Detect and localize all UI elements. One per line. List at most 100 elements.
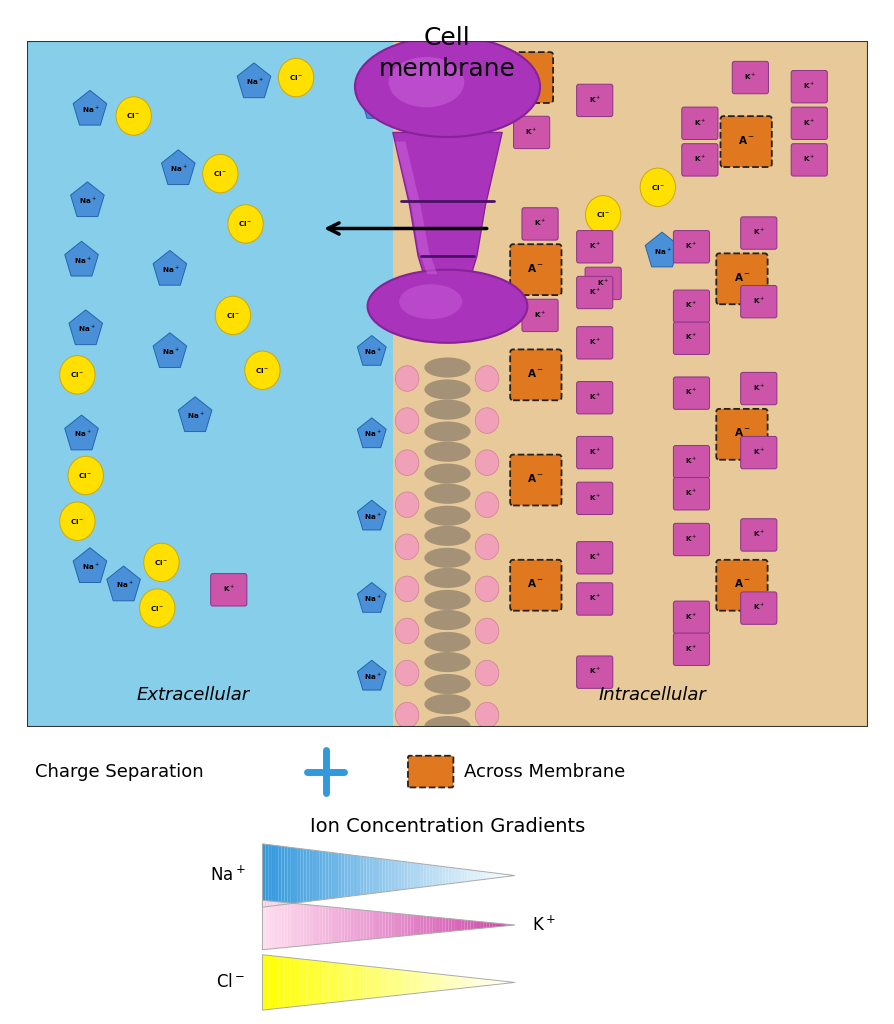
Ellipse shape xyxy=(424,652,470,672)
Polygon shape xyxy=(367,966,369,998)
Polygon shape xyxy=(363,966,367,999)
Text: K$^+$: K$^+$ xyxy=(596,278,609,288)
Polygon shape xyxy=(477,870,479,881)
Polygon shape xyxy=(489,980,493,985)
Polygon shape xyxy=(307,849,309,902)
Polygon shape xyxy=(413,863,417,888)
FancyBboxPatch shape xyxy=(790,71,826,102)
Text: K$^+$: K$^+$ xyxy=(802,117,814,128)
Text: Na$^+$: Na$^+$ xyxy=(187,411,205,421)
Polygon shape xyxy=(262,900,266,950)
Polygon shape xyxy=(338,853,341,898)
Text: Cl$^-$: Cl$^-$ xyxy=(225,311,240,319)
Polygon shape xyxy=(274,956,278,1009)
Polygon shape xyxy=(287,957,291,1008)
Polygon shape xyxy=(426,973,429,992)
Polygon shape xyxy=(161,150,195,184)
Polygon shape xyxy=(448,867,451,884)
Polygon shape xyxy=(325,852,328,899)
Text: Cl$^-$: Cl$^-$ xyxy=(126,112,140,121)
Polygon shape xyxy=(353,855,357,896)
Polygon shape xyxy=(419,915,423,934)
Polygon shape xyxy=(281,846,284,905)
Polygon shape xyxy=(505,874,508,877)
Text: Na$^+$: Na$^+$ xyxy=(115,581,133,591)
Ellipse shape xyxy=(424,590,470,610)
Polygon shape xyxy=(357,909,359,940)
Polygon shape xyxy=(309,905,313,945)
FancyBboxPatch shape xyxy=(672,323,709,354)
Text: Cl$^-$: Cl$^-$ xyxy=(216,974,245,991)
Polygon shape xyxy=(394,970,398,995)
Text: K$^+$: K$^+$ xyxy=(588,446,600,457)
Polygon shape xyxy=(445,975,448,990)
FancyBboxPatch shape xyxy=(790,143,826,176)
Polygon shape xyxy=(398,861,401,890)
Circle shape xyxy=(475,492,498,517)
Polygon shape xyxy=(274,901,278,948)
Polygon shape xyxy=(266,955,268,1010)
Text: Na$^+$: Na$^+$ xyxy=(654,246,671,256)
FancyBboxPatch shape xyxy=(715,409,767,460)
Circle shape xyxy=(475,366,498,391)
Polygon shape xyxy=(367,910,369,940)
Polygon shape xyxy=(293,903,297,946)
Polygon shape xyxy=(64,415,98,450)
Polygon shape xyxy=(493,923,495,927)
Polygon shape xyxy=(297,903,300,946)
Polygon shape xyxy=(442,975,445,990)
Polygon shape xyxy=(467,977,470,987)
FancyBboxPatch shape xyxy=(210,573,247,606)
Text: Cl$^-$: Cl$^-$ xyxy=(650,183,664,191)
Text: Ion Concentration Gradients: Ion Concentration Gradients xyxy=(309,816,585,836)
Polygon shape xyxy=(439,866,442,885)
Polygon shape xyxy=(293,958,297,1007)
Polygon shape xyxy=(483,922,485,928)
Polygon shape xyxy=(477,978,479,986)
Polygon shape xyxy=(392,132,502,284)
Polygon shape xyxy=(467,869,470,882)
Polygon shape xyxy=(445,866,448,885)
Circle shape xyxy=(139,589,174,628)
Polygon shape xyxy=(398,970,401,995)
Circle shape xyxy=(395,702,418,728)
Polygon shape xyxy=(379,968,382,997)
Polygon shape xyxy=(473,978,477,987)
Polygon shape xyxy=(353,909,357,941)
Polygon shape xyxy=(297,848,300,903)
Polygon shape xyxy=(382,859,385,892)
Polygon shape xyxy=(319,906,322,944)
Polygon shape xyxy=(382,912,385,938)
Polygon shape xyxy=(426,864,429,887)
FancyBboxPatch shape xyxy=(521,208,558,240)
Polygon shape xyxy=(460,868,464,883)
Text: K$^+$: K$^+$ xyxy=(685,387,697,397)
Polygon shape xyxy=(341,854,344,897)
Ellipse shape xyxy=(424,694,470,714)
Text: Intracellular: Intracellular xyxy=(598,686,706,703)
Polygon shape xyxy=(489,923,493,928)
Text: K$^+$: K$^+$ xyxy=(693,154,705,164)
Polygon shape xyxy=(479,979,483,986)
Polygon shape xyxy=(272,901,274,949)
Polygon shape xyxy=(470,978,473,987)
FancyBboxPatch shape xyxy=(740,217,776,249)
Circle shape xyxy=(395,450,418,475)
Polygon shape xyxy=(473,870,477,881)
Polygon shape xyxy=(493,872,495,879)
FancyBboxPatch shape xyxy=(576,436,612,469)
Text: K$^+$: K$^+$ xyxy=(588,552,600,562)
Text: K$^+$: K$^+$ xyxy=(752,227,764,238)
Polygon shape xyxy=(379,858,382,893)
Polygon shape xyxy=(467,921,470,930)
Text: K$^+$: K$^+$ xyxy=(588,241,600,251)
Polygon shape xyxy=(73,90,106,125)
Text: K$^+$: K$^+$ xyxy=(752,446,764,457)
Polygon shape xyxy=(499,981,502,984)
Text: Cl$^-$: Cl$^-$ xyxy=(79,471,93,480)
FancyBboxPatch shape xyxy=(672,445,709,478)
FancyBboxPatch shape xyxy=(790,108,826,139)
Text: A$^-$: A$^-$ xyxy=(527,472,544,484)
Polygon shape xyxy=(470,921,473,930)
Polygon shape xyxy=(417,863,419,888)
